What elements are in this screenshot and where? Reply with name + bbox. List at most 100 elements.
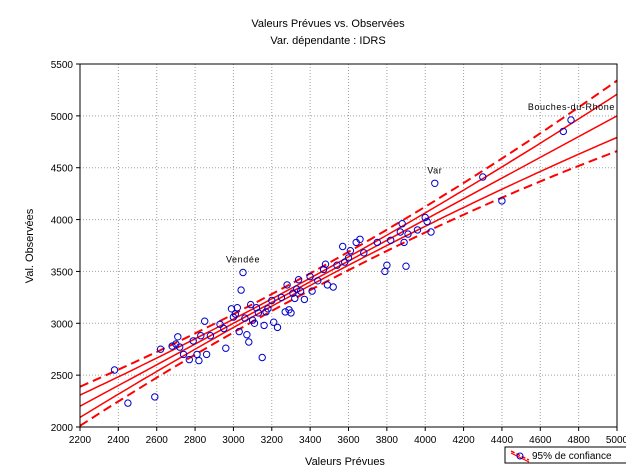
data-point	[264, 305, 272, 313]
data-point	[413, 226, 422, 234]
legend: 95% de confiance	[504, 446, 626, 464]
data-point	[252, 304, 261, 312]
data-point	[498, 197, 506, 205]
data-point	[559, 127, 567, 136]
data-point	[431, 179, 439, 188]
y-tick-label: 5000	[51, 112, 74, 123]
data-point	[291, 294, 299, 303]
data-point	[479, 173, 487, 181]
data-point	[124, 399, 132, 407]
data-point	[151, 393, 159, 401]
data-point	[404, 230, 412, 238]
data-point	[427, 228, 435, 236]
data-point	[189, 337, 197, 345]
data-point	[268, 296, 276, 305]
point-annotation: Var	[427, 165, 442, 175]
legend-box	[504, 446, 626, 464]
data-point	[233, 304, 242, 312]
x-tick-label: 3400	[299, 435, 322, 446]
x-tick-label: 4000	[414, 435, 437, 446]
data-point	[294, 276, 303, 284]
inner-band-lower	[80, 136, 617, 419]
data-point	[296, 287, 305, 295]
data-point	[193, 350, 201, 359]
point-annotation: Bouches-du-Rhone	[528, 102, 615, 112]
data-point	[283, 281, 291, 289]
data-point	[254, 309, 263, 317]
data-point	[235, 327, 243, 336]
data-point	[400, 238, 408, 247]
data-point	[356, 235, 364, 244]
data-point	[201, 317, 209, 325]
data-point	[243, 331, 251, 339]
data-point	[300, 295, 309, 304]
data-point	[168, 342, 176, 350]
data-point	[270, 318, 278, 326]
data-point	[206, 332, 215, 340]
data-point	[344, 254, 353, 262]
data-point	[241, 314, 249, 322]
data-point	[197, 332, 205, 340]
chart-title: Valeurs Prévues vs. Observées	[251, 18, 405, 30]
data-point	[360, 249, 368, 257]
x-tick-label: 3600	[337, 435, 360, 446]
data-point	[308, 287, 316, 295]
data-point	[179, 350, 188, 359]
data-point	[329, 283, 337, 291]
x-tick-label: 5000	[606, 435, 626, 446]
data-point	[156, 345, 165, 353]
data-point	[220, 324, 228, 333]
legend-point-icon	[516, 452, 524, 460]
x-tick-label: 3800	[376, 435, 399, 446]
data-point	[195, 356, 203, 365]
data-point	[216, 320, 224, 328]
y-tick-label: 4000	[51, 216, 74, 227]
x-tick-label: 2800	[184, 435, 207, 446]
outer-band-upper	[80, 79, 617, 388]
legend-dashed-line-icon	[510, 450, 530, 461]
data-point	[396, 228, 404, 236]
data-point	[185, 355, 194, 364]
data-point	[287, 309, 295, 317]
x-tick-label: 3000	[222, 435, 245, 446]
data-point	[398, 220, 406, 228]
data-point	[273, 323, 282, 332]
data-point	[293, 285, 301, 293]
data-point	[314, 277, 322, 285]
y-tick-label: 5500	[51, 60, 74, 71]
data-point	[421, 213, 429, 222]
data-point	[258, 353, 266, 362]
data-point	[319, 265, 328, 274]
data-point	[321, 260, 330, 268]
data-point	[222, 344, 230, 352]
data-point	[373, 238, 381, 247]
data-point	[567, 116, 575, 124]
data-point	[289, 289, 297, 297]
legend-label: 95% de confiance	[532, 451, 612, 462]
data-point	[277, 293, 286, 302]
data-point	[237, 286, 245, 294]
data-point	[176, 343, 184, 351]
y-tick-label: 2500	[51, 371, 74, 382]
outer-band-lower	[80, 150, 617, 427]
data-point	[339, 242, 347, 251]
x-tick-label: 2400	[107, 435, 130, 446]
data-point	[387, 236, 395, 245]
y-tick-label: 2000	[51, 423, 74, 434]
data-point	[260, 321, 268, 330]
y-tick-label: 3500	[51, 267, 74, 278]
x-tick-label: 3200	[261, 435, 284, 446]
chart-subtitle: Var. dépendante : IDRS	[270, 35, 385, 47]
data-point	[174, 333, 182, 341]
x-tick-label: 4600	[529, 435, 552, 446]
data-point	[245, 338, 253, 346]
data-point	[333, 261, 341, 269]
data-point	[402, 262, 410, 270]
data-point	[110, 366, 119, 374]
point-annotation: Vendée	[226, 254, 260, 264]
x-axis-label: Valeurs Prévues	[305, 456, 385, 468]
data-point	[423, 217, 431, 226]
grid-lines	[80, 64, 617, 427]
data-point	[346, 247, 355, 255]
